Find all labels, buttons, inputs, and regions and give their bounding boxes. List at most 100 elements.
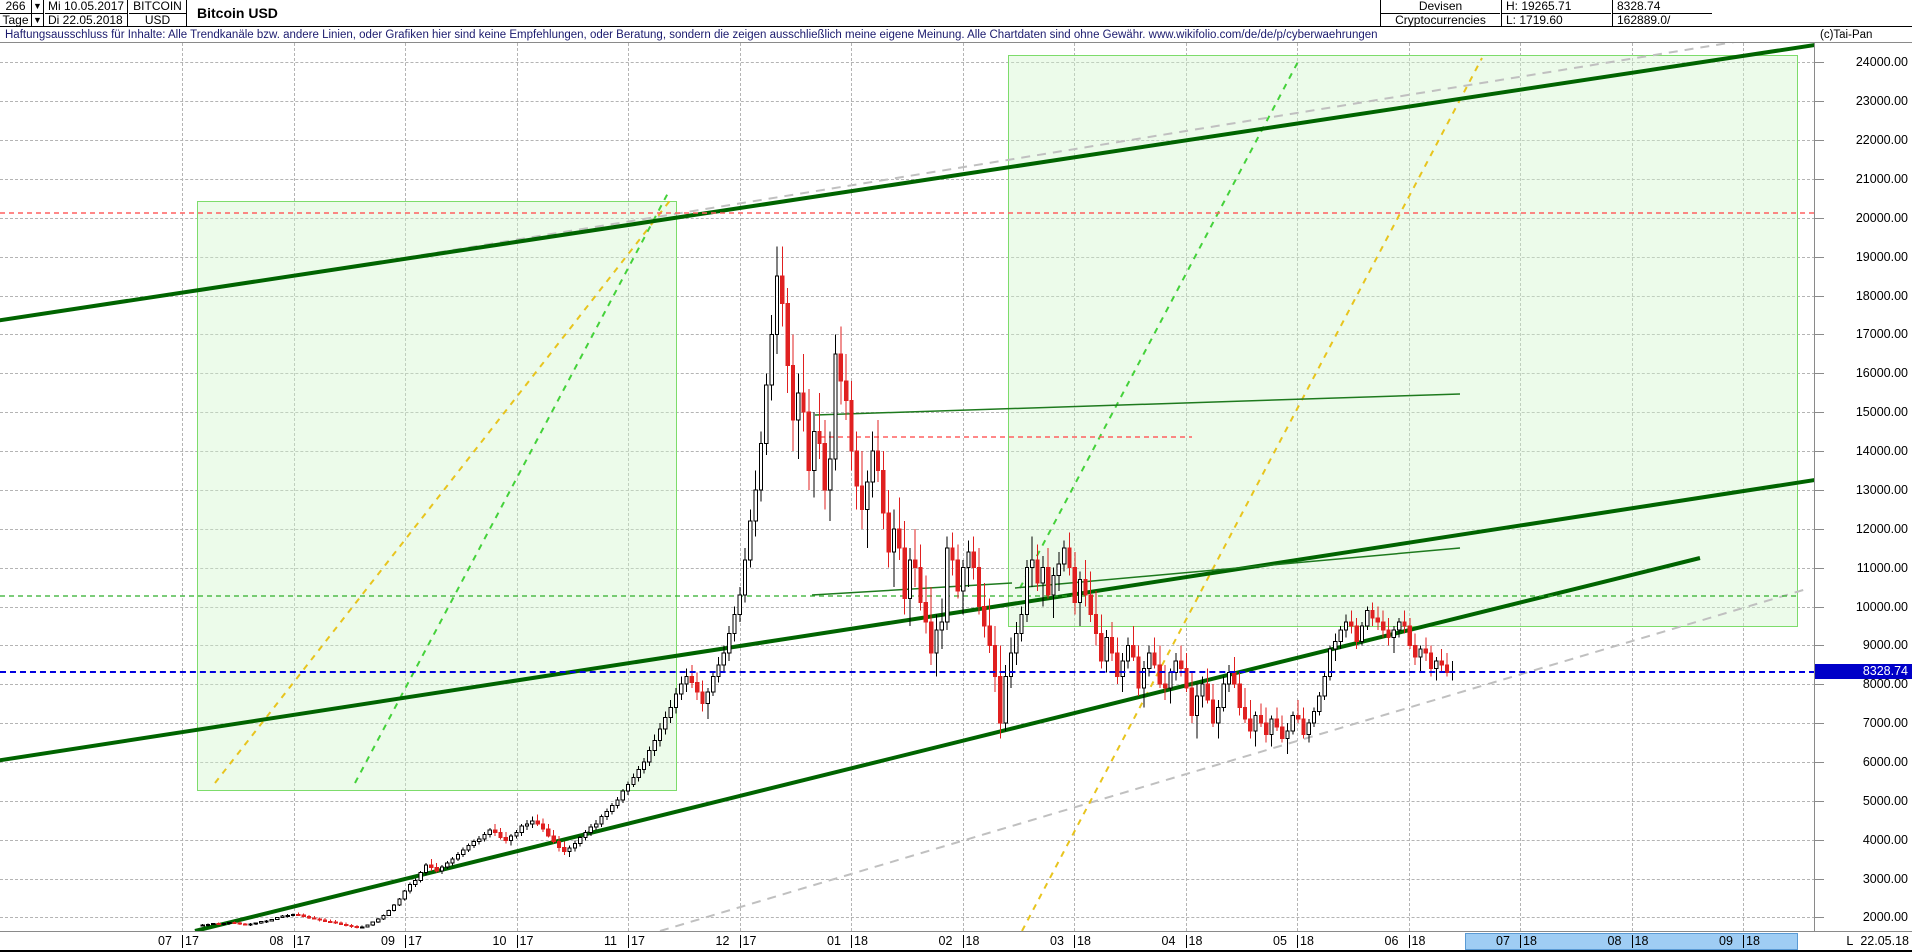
current-price-line xyxy=(0,671,1814,674)
y-tick xyxy=(1815,62,1824,64)
x-axis-year: 17 xyxy=(408,934,422,948)
chevron-down-icon[interactable]: ▼ xyxy=(32,0,44,14)
y-tick xyxy=(1815,451,1824,453)
x-axis-separator xyxy=(182,935,183,948)
gridline-v xyxy=(516,43,518,931)
yellow-projection-lines xyxy=(214,57,1483,931)
x-axis-month: 08 xyxy=(1607,934,1622,948)
gridline-h xyxy=(0,256,1814,258)
gridline-h xyxy=(0,645,1814,647)
y-tick xyxy=(1815,878,1824,880)
x-axis-month: 07 xyxy=(158,934,172,948)
bars-count-field[interactable]: 266 xyxy=(0,0,32,14)
date-from[interactable]: Mi 10.05.2017 xyxy=(45,0,128,14)
y-axis-label: 11000.00 xyxy=(1856,560,1908,575)
x-axis-year: 18 xyxy=(1188,934,1203,948)
y-tick xyxy=(1815,761,1824,763)
gridline-h xyxy=(0,140,1814,142)
y-tick xyxy=(1815,489,1824,491)
y-axis-label: 6000.00 xyxy=(1862,754,1908,769)
gridline-h xyxy=(0,101,1814,103)
y-axis-label: 17000.00 xyxy=(1855,327,1908,342)
green-projection-lines xyxy=(354,57,1301,784)
x-axis-separator xyxy=(1074,935,1075,948)
gridline-h xyxy=(0,761,1814,763)
x-axis-year: 17 xyxy=(742,934,757,948)
chevron-down-icon-2[interactable]: ▼ xyxy=(32,14,44,27)
x-axis-month: 08 xyxy=(269,934,284,948)
gridline-h xyxy=(0,839,1814,841)
date-to[interactable]: Di 22.05.2018 xyxy=(45,14,128,27)
x-axis-month: 12 xyxy=(715,934,730,948)
gridline-v xyxy=(851,43,852,931)
x-axis-separator xyxy=(1631,935,1633,948)
x-axis-separator xyxy=(1743,935,1744,948)
gridline-v xyxy=(628,43,629,931)
y-tick xyxy=(1815,140,1824,142)
y-axis-label: 4000.00 xyxy=(1862,832,1908,847)
axis-marker-l: L xyxy=(1846,934,1854,948)
x-axis-separator xyxy=(962,935,964,948)
y-tick xyxy=(1815,334,1824,336)
period-high: H: 19265.71 xyxy=(1501,0,1611,14)
gridline-v xyxy=(1074,43,1075,931)
current-price-badge: 8328.74 xyxy=(1815,664,1912,680)
x-axis-year: 17 xyxy=(296,934,311,948)
y-axis-label: 12000.00 xyxy=(1855,521,1908,536)
y-axis-label: 2000.00 xyxy=(1862,910,1908,925)
interval-selector[interactable]: Tage xyxy=(0,14,32,27)
x-axis-separator xyxy=(1408,935,1410,948)
gridline-h xyxy=(0,451,1814,453)
y-tick xyxy=(1815,101,1824,103)
gridline-h xyxy=(0,179,1814,181)
axis-last-date: 22.05.18 xyxy=(1860,934,1909,948)
x-axis-month: 09 xyxy=(1719,934,1733,948)
symbol-currency: USD xyxy=(129,14,187,27)
gridline-h xyxy=(0,878,1814,880)
gridline-v xyxy=(1743,43,1744,931)
x-axis-year: 18 xyxy=(1634,934,1649,948)
x-axis-month: 11 xyxy=(604,934,617,948)
x-axis-year: 17 xyxy=(185,934,199,948)
y-axis-label: 7000.00 xyxy=(1862,716,1908,731)
gridline-v xyxy=(1408,43,1410,931)
x-axis-month: 06 xyxy=(1384,934,1399,948)
gridline-v xyxy=(1631,43,1633,931)
gridline-v xyxy=(293,43,295,931)
gridline-h xyxy=(0,917,1814,919)
chart-plot-area[interactable] xyxy=(0,43,1815,931)
y-tick xyxy=(1815,217,1824,219)
x-axis-year: 18 xyxy=(1411,934,1426,948)
gridline-h xyxy=(0,62,1814,64)
y-tick xyxy=(1815,606,1824,608)
y-axis-label: 14000.00 xyxy=(1855,444,1908,459)
x-axis-month: 09 xyxy=(381,934,395,948)
copyright-label: (c)Tai-Pan xyxy=(1818,27,1912,43)
x-axis-separator xyxy=(1297,935,1298,948)
y-tick xyxy=(1815,684,1824,686)
gridline-h xyxy=(0,723,1814,725)
y-axis-label: 23000.00 xyxy=(1855,94,1908,109)
y-axis-label: 19000.00 xyxy=(1855,249,1908,264)
x-axis-year: 18 xyxy=(965,934,980,948)
gridline-h xyxy=(0,373,1814,375)
y-axis-label: 16000.00 xyxy=(1855,366,1908,381)
x-axis-month: 05 xyxy=(1273,934,1287,948)
y-tick xyxy=(1815,839,1824,841)
green-trend-channel xyxy=(0,43,1814,931)
y-tick xyxy=(1815,723,1824,725)
y-axis-label: 3000.00 xyxy=(1862,871,1908,886)
candlestick-series xyxy=(200,246,1455,929)
x-axis-separator xyxy=(628,935,629,948)
y-axis-label: 18000.00 xyxy=(1855,288,1908,303)
price-axis[interactable]: 24000.00 23000.00 22000.00 21000.00 20000.00… xyxy=(1815,43,1912,931)
x-axis-separator xyxy=(851,935,852,948)
x-axis-separator xyxy=(739,935,741,948)
time-axis[interactable]: 07 17 08 17 09 17 10 17 11 17 12 17 01 18 02 18 03 18 04 18… xyxy=(0,931,1912,952)
x-axis-year: 18 xyxy=(1077,934,1091,948)
gridline-h xyxy=(0,800,1814,802)
x-axis-year: 17 xyxy=(519,934,534,948)
x-axis-year: 18 xyxy=(854,934,868,948)
gridline-h xyxy=(0,606,1814,608)
